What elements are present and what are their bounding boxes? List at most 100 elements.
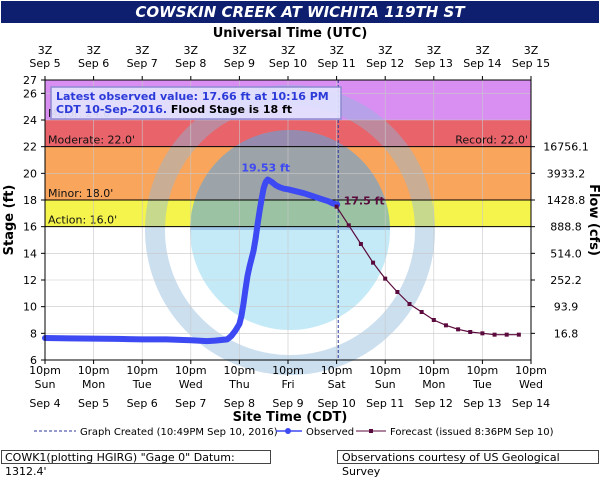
latest-value-date: CDT 10-Sep-2016. [56, 103, 167, 116]
forecast-point [383, 276, 388, 281]
x-tick-date: Sep 4 [29, 397, 60, 410]
x-tick-time: 10pm [175, 364, 207, 377]
forecast-point [431, 318, 436, 322]
x-top-tick-date: Sep 5 [29, 57, 60, 70]
x-top-tick-date: Sep 14 [463, 57, 501, 70]
forecast-stage-label: 17.5 ft [344, 195, 385, 208]
x-top-tick-date: Sep 12 [366, 57, 404, 70]
y2-tick-label: 16.8 [554, 327, 579, 340]
x-tick-time: 10pm [515, 364, 547, 377]
x-tick-time: 10pm [224, 364, 256, 377]
legend-created-label: Graph Created (10:49PM Sep 10, 2016) [80, 427, 278, 438]
x-tick-day: Mon [422, 378, 445, 391]
x-tick-time: 10pm [126, 364, 158, 377]
y2-tick-label: 93.9 [554, 301, 579, 314]
y-tick-label: 20 [23, 167, 37, 180]
y2-tick-label: 252.2 [550, 274, 582, 287]
flood-band-label-minor: Minor: 18.0' [48, 187, 113, 200]
x-top-tick-time: 3Z [135, 44, 150, 57]
chart-title: COWSKIN CREEK AT WICHITA 119TH ST [135, 3, 465, 21]
y-tick-label: 12 [23, 274, 37, 287]
latest-value-box [50, 86, 342, 120]
forecast-point [504, 332, 509, 337]
y2-axis-title: Flow (cfs) [586, 184, 600, 256]
x-tick-date: Sep 12 [415, 397, 453, 410]
x-top-tick-date: Sep 6 [78, 57, 109, 70]
forecast-point [468, 330, 473, 334]
flood-band-label-action: Action: 16.0' [48, 214, 117, 227]
legend-forecast-marker [369, 429, 373, 433]
legend-forecast-label: Forecast (issued 8:36PM Sep 10) [390, 427, 554, 438]
y2-tick-label: 1428.8 [547, 194, 586, 207]
x-tick-day: Tue [132, 378, 152, 391]
x-tick-date: Sep 7 [175, 397, 206, 410]
observed-series-line [42, 176, 341, 345]
y-tick-label: 10 [23, 301, 37, 314]
x-tick-date: Sep 13 [463, 397, 501, 410]
latest-value-line: Latest observed value: 17.66 ft at 10:16… [56, 90, 329, 103]
forecast-point [443, 323, 448, 328]
x-top-tick-time: 3Z [475, 44, 490, 57]
flood-band-label-moderate: Moderate: 22.0' [48, 134, 135, 147]
forecast-point [480, 331, 485, 336]
x-tick-time: 10pm [369, 364, 401, 377]
x-top-tick-time: 3Z [524, 44, 539, 57]
x-top-tick-date: Sep 11 [317, 57, 355, 70]
y2-tick-label: 3933.2 [547, 167, 586, 180]
forecast-point [516, 332, 521, 337]
y-tick-label: 18 [23, 194, 37, 207]
x-tick-day: Tue [472, 378, 492, 391]
y-tick-label: 16 [23, 221, 37, 234]
x-tick-date: Sep 10 [317, 397, 355, 410]
x-top-tick-date: Sep 8 [175, 57, 206, 70]
x-top-tick-time: 3Z [281, 44, 296, 57]
y-tick-label: 26 [23, 87, 37, 100]
x-top-tick-time: 3Z [232, 44, 247, 57]
x-top-tick-time: 3Z [427, 44, 442, 57]
x-tick-time: 10pm [418, 364, 450, 377]
x-tick-day: Fri [281, 378, 294, 391]
forecast-point [334, 204, 339, 209]
x-tick-time: 10pm [321, 364, 353, 377]
x-tick-day: Wed [179, 378, 203, 391]
x-axis-title: Site Time (CDT) [233, 410, 348, 425]
x-top-tick-date: Sep 10 [269, 57, 307, 70]
y-tick-label: 22 [23, 141, 37, 154]
x-top-tick-time: 3Z [329, 44, 344, 57]
flood-stage-note: Flood Stage is 18 ft [167, 103, 292, 116]
x-tick-date: Sep 9 [272, 397, 303, 410]
y-tick-label: 14 [23, 247, 37, 260]
y-tick-label: 24 [23, 114, 37, 127]
x-tick-day: Thu [228, 378, 250, 391]
forecast-point [492, 332, 497, 337]
forecast-point [407, 302, 412, 306]
x-tick-date: Sep 8 [224, 397, 255, 410]
x-top-tick-date: Sep 7 [127, 57, 158, 70]
forecast-point [395, 290, 400, 294]
top-axis-title: Universal Time (UTC) [213, 26, 368, 41]
x-tick-date: Sep 6 [127, 397, 158, 410]
y2-tick-label: 888.8 [550, 221, 582, 234]
x-top-tick-time: 3Z [38, 44, 53, 57]
x-tick-day: Sun [35, 378, 56, 391]
x-tick-day: Mon [82, 378, 105, 391]
y-tick-label: 8 [30, 327, 37, 340]
x-tick-day: Sat [328, 378, 347, 391]
y-axis-title: Stage (ft) [2, 185, 17, 256]
legend-observed-label: Observed [306, 427, 354, 438]
x-tick-day: Wed [519, 378, 543, 391]
x-tick-time: 10pm [467, 364, 499, 377]
x-top-tick-date: Sep 13 [415, 57, 453, 70]
x-tick-date: Sep 14 [512, 397, 550, 410]
forecast-point [419, 310, 424, 314]
x-tick-time: 10pm [272, 364, 304, 377]
title-bar: COWSKIN CREEK AT WICHITA 119TH ST [1, 1, 599, 23]
observations-credit: Observations courtesy of US Geological S… [337, 450, 599, 478]
forecast-point [371, 260, 376, 265]
x-top-tick-time: 3Z [378, 44, 393, 57]
x-tick-date: Sep 5 [78, 397, 109, 410]
record-label: Record: 22.0' [455, 134, 528, 147]
x-top-tick-time: 3Z [86, 44, 101, 57]
hydrograph-chart: Major: 24.0'Moderate: 22.0'Minor: 18.0'A… [2, 26, 600, 438]
y2-tick-label: 514.0 [550, 247, 582, 260]
